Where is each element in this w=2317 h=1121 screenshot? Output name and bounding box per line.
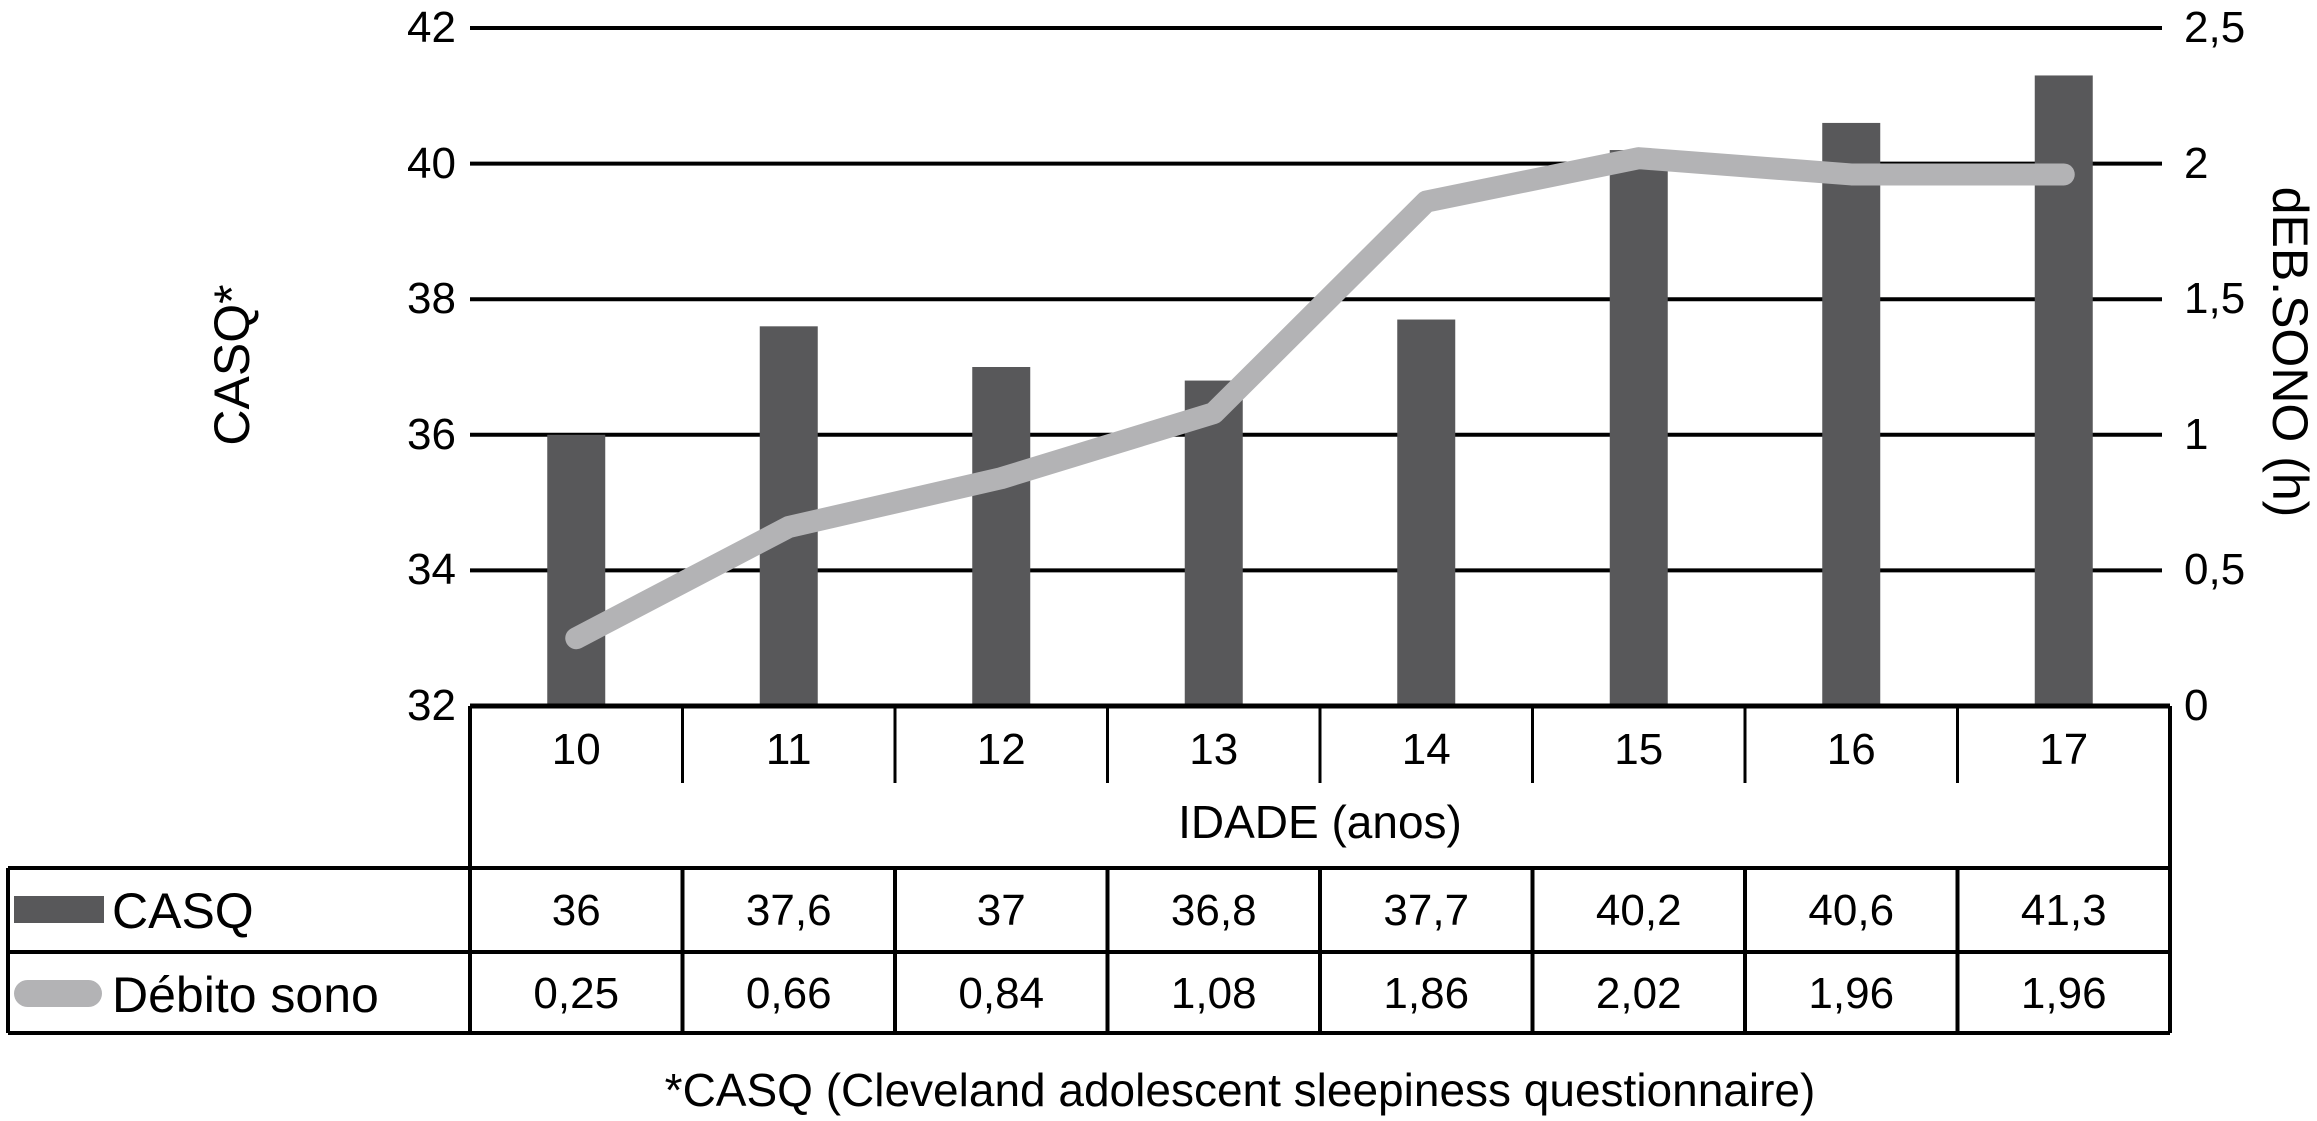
bar-age-14 xyxy=(1397,319,1456,706)
debito-value-cell: 1,08 xyxy=(1170,968,1257,1018)
x-axis-title: IDADE (anos) xyxy=(1178,796,1462,848)
left-tick-label: 36 xyxy=(407,409,456,459)
bar-age-16 xyxy=(1822,122,1881,707)
right-axis-title: dEB.SONO (h) xyxy=(2262,186,2317,518)
left-tick-label: 40 xyxy=(407,138,456,188)
legend-swatch-casq-bar xyxy=(14,896,104,923)
age-cell: 17 xyxy=(2039,725,2089,774)
legend-label-debito-sono: Débito sono xyxy=(112,967,379,1023)
casq-value-cell: 41,3 xyxy=(2020,886,2107,935)
left-tick-label: 38 xyxy=(407,274,456,324)
debito-sono-line xyxy=(565,147,2075,650)
left-tick-label: 32 xyxy=(407,681,456,730)
left-tick-label: 34 xyxy=(407,545,456,595)
debito-value-cell: 1,86 xyxy=(1383,968,1470,1018)
legend-label-casq: CASQ xyxy=(112,883,254,939)
age-cell: 13 xyxy=(1189,725,1239,774)
debito-value-cell: 1,96 xyxy=(2020,968,2107,1018)
right-tick-label: 2,5 xyxy=(2184,3,2246,52)
casq-value-cell: 36 xyxy=(551,886,601,935)
age-cell: 15 xyxy=(1614,725,1664,774)
debito-value-cell: 0,25 xyxy=(533,968,620,1018)
casq-value-cell: 36,8 xyxy=(1170,886,1257,935)
right-tick-label: 2 xyxy=(2184,138,2209,188)
right-tick-label: 1,5 xyxy=(2184,274,2246,324)
debito-value-cell: 2,02 xyxy=(1595,968,1682,1018)
debito-value-cell: 0,84 xyxy=(958,968,1045,1018)
age-cell: 14 xyxy=(1401,725,1451,774)
bar-age-13 xyxy=(1184,380,1243,706)
bar-age-12 xyxy=(972,367,1031,706)
casq-value-cell: 37,6 xyxy=(745,886,832,935)
casq-value-cell: 40,2 xyxy=(1595,886,1682,935)
age-cell: 11 xyxy=(765,725,812,774)
debito-value-cell: 0,66 xyxy=(745,968,832,1018)
age-cell: 12 xyxy=(976,725,1026,774)
bar-age-15 xyxy=(1609,150,1668,707)
casq-value-cell: 40,6 xyxy=(1808,886,1895,935)
right-tick-label: 1 xyxy=(2184,409,2209,459)
right-tick-label: 0,5 xyxy=(2184,545,2246,595)
left-axis-title: CASQ* xyxy=(204,284,260,446)
left-tick-label: 42 xyxy=(407,3,456,52)
right-tick-label: 0 xyxy=(2184,681,2209,730)
casq-value-cell: 37 xyxy=(976,886,1026,935)
legend-swatch-debito-line xyxy=(14,980,102,1007)
bar-age-10 xyxy=(547,434,606,706)
footnote: *CASQ (Cleveland adolescent sleepiness q… xyxy=(664,1064,1816,1116)
age-cell: 10 xyxy=(551,725,601,774)
age-cell: 16 xyxy=(1826,725,1876,774)
debito-value-cell: 1,96 xyxy=(1808,968,1895,1018)
casq-value-cell: 37,7 xyxy=(1383,886,1470,935)
